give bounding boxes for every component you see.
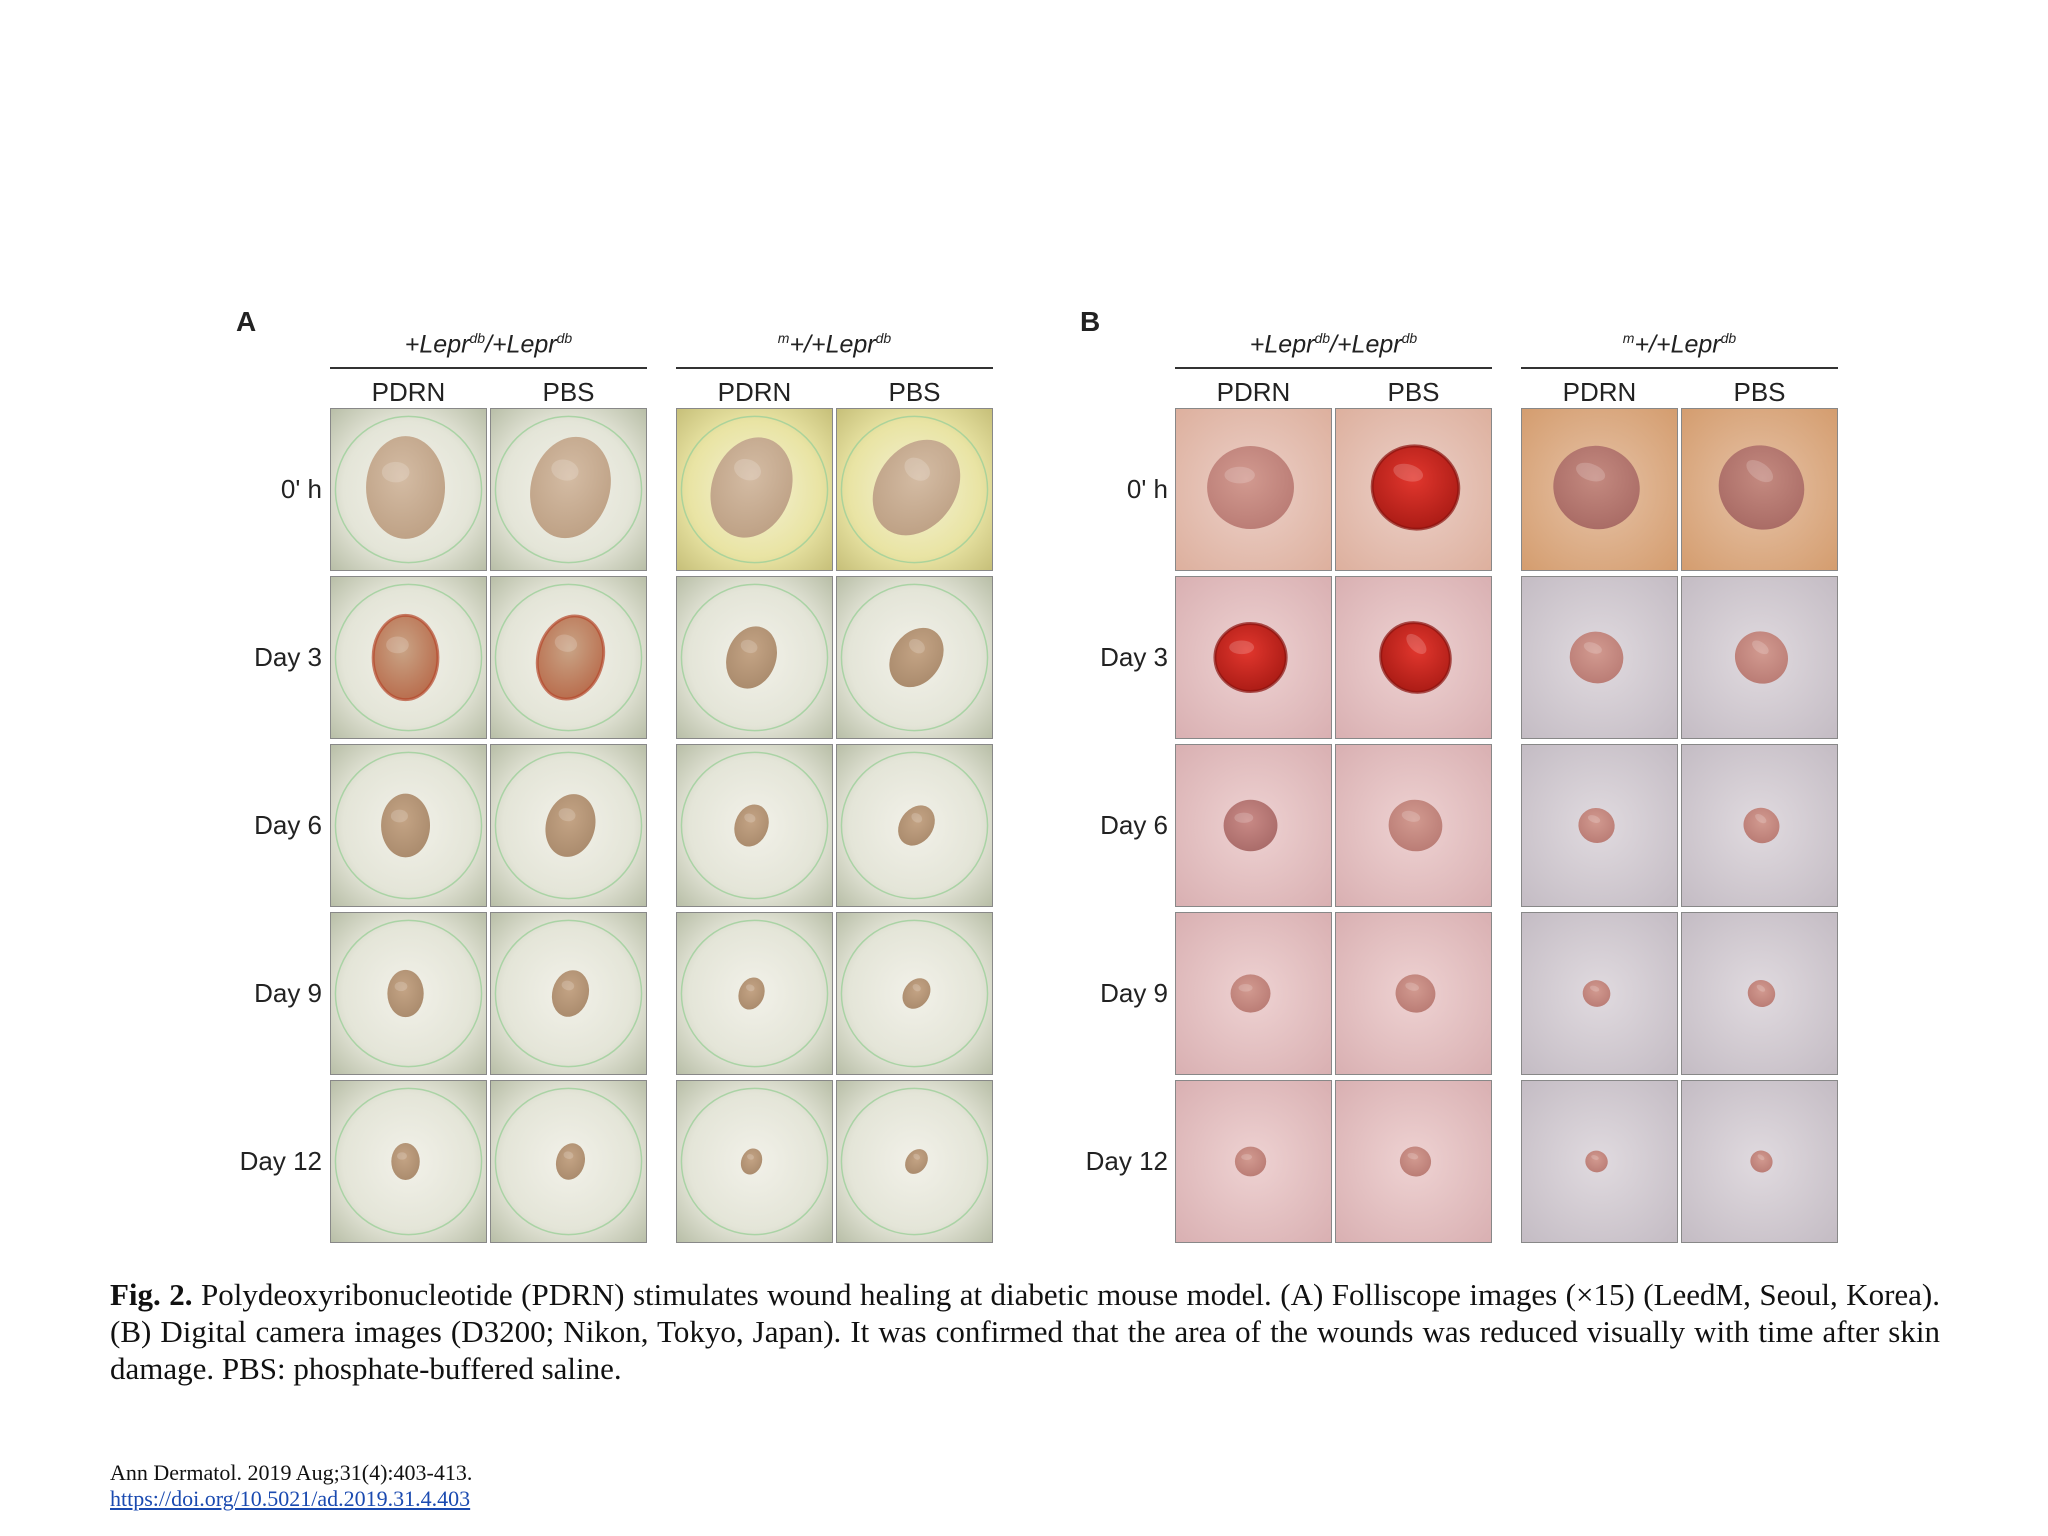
- panel-b-image-1-pdrn-day-12: [1175, 1080, 1332, 1243]
- panel-a-image-1-pdrn-0-h: [330, 408, 487, 571]
- genotype-superscript: db: [1401, 330, 1418, 346]
- panel-a-image-2-pbs-0-h: [836, 408, 993, 571]
- panel-a-image-2-pbs-day-12: [836, 1080, 993, 1243]
- panel-a-group-1-col-pbs: PBS: [542, 377, 595, 407]
- genotype-superscript: db: [556, 330, 573, 346]
- panel-a-group-1-col-pdrn: PDRN: [371, 377, 446, 407]
- panel-a-image-1-pdrn-day-3: [330, 576, 487, 739]
- panel-a-row-label-day-12: Day 12: [239, 1145, 322, 1176]
- panel-b-row-label-day-12: Day 12: [1085, 1145, 1168, 1176]
- panel-a-image-1-pbs-day-3: [490, 576, 647, 739]
- panel-a-row-label-day-6: Day 6: [254, 809, 322, 840]
- panel-b-row-label-day-9: Day 9: [1100, 977, 1168, 1008]
- panel-a-row-label-day-9: Day 9: [254, 977, 322, 1008]
- panel-b-image-2-pbs-0-h: [1681, 408, 1838, 571]
- genotype-text: /+Lepr: [485, 330, 557, 359]
- panel-b-image-1-pdrn-0-h: [1175, 408, 1332, 571]
- panel-b-image-2-pdrn-day-12: [1521, 1080, 1678, 1243]
- panel-a-image-1-pbs-day-12: [490, 1080, 647, 1243]
- panel-a-image-2-pbs-day-6: [836, 744, 993, 907]
- panel-a-image-2-pbs-day-9: [836, 912, 993, 1075]
- panel-b-image-2-pbs-day-3: [1681, 576, 1838, 739]
- panel-b-image-1-pbs-day-9: [1335, 912, 1492, 1075]
- panel-b-image-2-pbs-day-12: [1681, 1080, 1838, 1243]
- panel-a-image-1-pbs-day-6: [490, 744, 647, 907]
- panel-b-group-2-header: m+/+Leprdb: [1521, 330, 1838, 359]
- panel-letter-b: B: [1080, 306, 1101, 337]
- panel-a-image-1-pbs-0-h: [490, 408, 647, 571]
- genotype-superscript: m: [1622, 330, 1635, 346]
- panel-b-group-2-rule: [1521, 367, 1838, 369]
- caption-label: Fig. 2.: [110, 1277, 193, 1312]
- panel-a-image-1-pdrn-day-9: [330, 912, 487, 1075]
- panel-b-group-2-col-pdrn: PDRN: [1562, 377, 1637, 407]
- panel-b-image-2-pbs-day-9: [1681, 912, 1838, 1075]
- genotype-text: +/+Lepr: [789, 330, 876, 359]
- panel-b-group-1-rule: [1175, 367, 1492, 369]
- panel-b-image-1-pdrn-day-9: [1175, 912, 1332, 1075]
- panel-b-image-2-pdrn-day-3: [1521, 576, 1678, 739]
- panel-b-row-label-0-h: 0' h: [1126, 473, 1168, 504]
- panel-b-image-2-pdrn-0-h: [1521, 408, 1678, 571]
- panel-b-image-2-pbs-day-6: [1681, 744, 1838, 907]
- genotype-text: /+Lepr: [1330, 330, 1402, 359]
- panel-a-image-2-pbs-day-3: [836, 576, 993, 739]
- panel-a-group-2-header: m+/+Leprdb: [676, 330, 993, 359]
- panel-b-image-1-pdrn-day-6: [1175, 744, 1332, 907]
- panel-a-group-2-rule: [676, 367, 993, 369]
- panel-a-group-2-col-pbs: PBS: [888, 377, 941, 407]
- panel-a-group-1-rule: [330, 367, 647, 369]
- panel-b-row-label-day-6: Day 6: [1100, 809, 1168, 840]
- genotype-superscript: db: [1314, 330, 1331, 346]
- citation-journal: Ann Dermatol. 2019 Aug;31(4):403-413.: [110, 1460, 473, 1485]
- panel-b-image-1-pbs-day-12: [1335, 1080, 1492, 1243]
- panel-a-image-1-pdrn-day-12: [330, 1080, 487, 1243]
- panel-b-image-2-pdrn-day-6: [1521, 744, 1678, 907]
- panel-a-image-1-pdrn-day-6: [330, 744, 487, 907]
- figure-caption: Fig. 2. Polydeoxyribonucleotide (PDRN) s…: [110, 1276, 1940, 1387]
- citation: Ann Dermatol. 2019 Aug;31(4):403-413. ht…: [110, 1460, 472, 1512]
- genotype-superscript: db: [875, 330, 892, 346]
- panel-b-group-1-col-pbs: PBS: [1387, 377, 1440, 407]
- panel-b-group-2-col-pbs: PBS: [1733, 377, 1786, 407]
- panel-b-row-label-day-3: Day 3: [1100, 641, 1168, 672]
- panel-b-image-2-pdrn-day-9: [1521, 912, 1678, 1075]
- panel-a-group-2-col-pdrn: PDRN: [717, 377, 792, 407]
- panel-a-image-2-pdrn-day-12: [676, 1080, 833, 1243]
- genotype-superscript: db: [469, 330, 486, 346]
- panel-a-row-label-0-h: 0' h: [280, 473, 322, 504]
- panel-a-image-2-pdrn-day-9: [676, 912, 833, 1075]
- panel-a-group-1-header: +Leprdb/+Leprdb: [330, 330, 647, 359]
- panel-b-image-1-pbs-day-6: [1335, 744, 1492, 907]
- panel-b-image-1-pbs-0-h: [1335, 408, 1492, 571]
- panel-b-image-1-pbs-day-3: [1335, 576, 1492, 739]
- panel-a-image-1-pbs-day-9: [490, 912, 647, 1075]
- panel-b-image-1-pdrn-day-3: [1175, 576, 1332, 739]
- genotype-superscript: db: [1720, 330, 1737, 346]
- panel-b-group-1-header: +Leprdb/+Leprdb: [1175, 330, 1492, 359]
- panel-a-image-2-pdrn-day-6: [676, 744, 833, 907]
- panel-b-group-1-col-pdrn: PDRN: [1216, 377, 1291, 407]
- panel-a-image-2-pdrn-day-3: [676, 576, 833, 739]
- genotype-text: +Lepr: [1249, 330, 1315, 359]
- doi-link[interactable]: https://doi.org/10.5021/ad.2019.31.4.403: [110, 1486, 471, 1511]
- panel-letter-a: A: [236, 306, 257, 337]
- panel-a-image-2-pdrn-0-h: [676, 408, 833, 571]
- genotype-superscript: m: [777, 330, 790, 346]
- genotype-text: +Lepr: [404, 330, 470, 359]
- panel-a-row-label-day-3: Day 3: [254, 641, 322, 672]
- caption-text: Polydeoxyribonucleotide (PDRN) stimulate…: [110, 1277, 1940, 1386]
- genotype-text: +/+Lepr: [1634, 330, 1721, 359]
